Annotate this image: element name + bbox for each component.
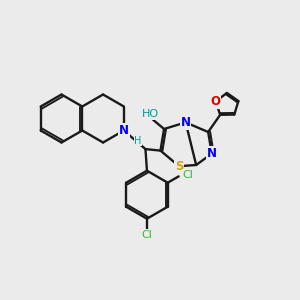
Text: HO: HO	[142, 109, 159, 119]
Text: N: N	[181, 116, 191, 129]
Text: Cl: Cl	[142, 230, 152, 240]
Text: S: S	[175, 160, 183, 173]
Text: N: N	[207, 147, 217, 160]
Text: Cl: Cl	[182, 170, 193, 180]
Text: O: O	[211, 95, 220, 108]
Text: H: H	[134, 136, 142, 146]
Text: N: N	[119, 124, 129, 137]
